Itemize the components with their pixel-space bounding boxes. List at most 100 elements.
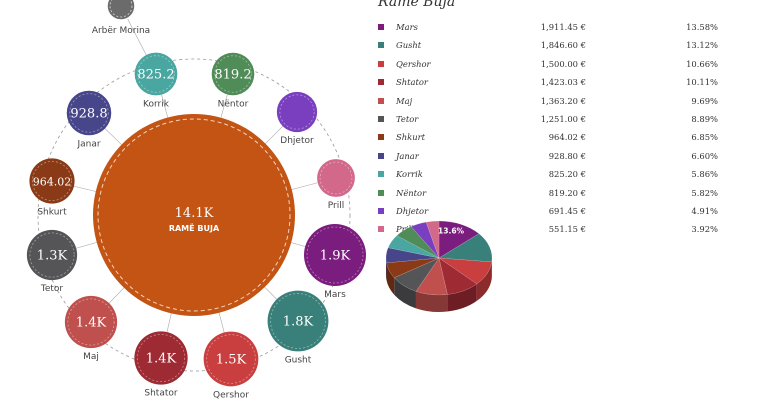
pie-slice-janar[interactable] [385, 247, 440, 264]
bubble-value-maj: 1.4K [76, 316, 107, 331]
pie-slice-qershor[interactable] [438, 257, 492, 285]
legend-swatch-cell [378, 128, 396, 146]
legend-row-janar[interactable]: Janar 928.80 € 6.60% [378, 147, 718, 165]
pie-slice-tetor[interactable] [393, 257, 440, 292]
legend-name-nentor: Nëntor [396, 187, 427, 198]
bubble-shkurt[interactable] [29, 158, 75, 204]
pie-side-shkurt [386, 262, 395, 295]
pie-slice-korrik[interactable] [387, 235, 440, 259]
pie-slice-shkurt[interactable] [386, 257, 440, 279]
legend-swatch-nentor [378, 189, 384, 196]
bubble-ring-mars [306, 226, 364, 284]
bubble-label-tetor: Tetor [40, 284, 64, 294]
center-bubble[interactable] [93, 114, 295, 316]
pie-slice-dhjetor[interactable] [410, 221, 440, 259]
legend-row-nentor[interactable]: Nëntor 819.20 € 5.82% [378, 184, 718, 202]
bubble-value-janar: 928.8 [70, 107, 107, 122]
legend-name-gusht: Gusht [396, 40, 422, 51]
legend-row-tetor[interactable]: Tetor 1,251.00 € 8.89% [378, 110, 718, 128]
bubble-label-korrik: Korrik [143, 99, 170, 109]
legend-swatch-korrik [378, 171, 384, 178]
pie-slice-nentor[interactable] [396, 226, 440, 259]
legend-swatch-cell [378, 220, 396, 238]
legend-row-korrik[interactable]: Korrik 825.20 € 5.86% [378, 165, 718, 183]
bubble-value-qershor: 1.5K [216, 353, 247, 368]
pie-slice-prill[interactable] [425, 220, 440, 259]
legend-row-maj[interactable]: Maj 1,363.20 € 9.69% [378, 92, 718, 110]
extra-node-ring [109, 0, 133, 18]
legend-row-shkurt[interactable]: Shkurt 964.02 € 6.85% [378, 128, 718, 146]
legend-name-janar: Janar [396, 150, 419, 161]
legend-value-shkurt: 964.02 € [548, 132, 586, 143]
legend-pct-gusht: 13.12% [686, 40, 718, 51]
pie-highlight-label: 13.6% [438, 226, 465, 235]
legend-swatch-cell [378, 73, 396, 91]
bubble-value-shtator: 1.4K [146, 352, 177, 367]
legend-value-korrik: 825.20 € [548, 169, 586, 180]
legend-swatch-cell [378, 55, 396, 73]
bubble-prill[interactable] [317, 159, 355, 197]
pie-slice-mars[interactable] [438, 220, 480, 259]
legend-pct-nentor: 5.82% [691, 187, 718, 198]
bubble-dhjetor[interactable] [276, 91, 318, 133]
legend-row-mars[interactable]: Mars 1,911.45 € 13.58% [378, 18, 718, 36]
legend-pct-dhjetor: 4.91% [691, 206, 718, 217]
legend-row-qershor[interactable]: Qershor 1,500.00 € 10.66% [378, 55, 718, 73]
pie-slice-gusht[interactable] [438, 233, 493, 263]
legend-swatch-qershor [378, 60, 384, 67]
bubble-label-dhjetor: Dhjetor [280, 136, 314, 146]
bubble-tetor[interactable] [26, 229, 78, 281]
bubble-label-maj: Maj [83, 352, 99, 362]
legend-swatch-tetor [378, 116, 384, 123]
bubble-value-mars: 1.9K [320, 249, 351, 264]
legend-pct-shkurt: 6.85% [691, 132, 718, 143]
legend-value-shtator: 1,423.03 € [540, 77, 586, 88]
legend-swatch-maj [378, 97, 384, 104]
legend-pct-mars: 13.58% [686, 22, 718, 32]
bubble-ring-tetor [29, 232, 75, 278]
pie-slice-maj[interactable] [415, 257, 448, 296]
legend-pct-tetor: 8.89% [691, 114, 718, 125]
bubble-nentor[interactable] [211, 52, 255, 96]
legend-pct-korrik: 5.86% [691, 169, 718, 180]
legend-row-shtator[interactable]: Shtator 1,423.03 € 10.11% [378, 73, 718, 91]
legend-pct-shtator: 10.11% [686, 77, 718, 88]
legend-name-shkurt: Shkurt [396, 132, 425, 143]
legend-swatch-cell [378, 165, 396, 183]
bubble-maj[interactable] [64, 295, 118, 349]
bubble-value-nentor: 819.2 [214, 68, 251, 83]
bubble-ring-gusht [270, 293, 326, 349]
bubble-chart: 14.1K RAMË BUJA Arbër Morina 1.9K Mars 1.8K Gu… [26, 0, 366, 400]
legend-name-shtator: Shtator [396, 77, 428, 88]
bubble-ring-janar [69, 93, 109, 133]
bubble-qershor[interactable] [203, 331, 259, 387]
bubble-value-korrik: 825.2 [137, 68, 174, 83]
legend-row-prill[interactable]: Prill 551.15 € 3.92% [378, 220, 718, 238]
legend-title: Ramë Buja [378, 0, 456, 10]
bubble-gusht[interactable] [267, 290, 329, 352]
pie-slice-shtator[interactable] [438, 257, 478, 295]
extra-node-label: Arbër Morina [92, 26, 150, 36]
legend-row-gusht[interactable]: Gusht 1,846.60 € 13.12% [378, 36, 718, 54]
legend-pct-maj: 9.69% [691, 95, 718, 106]
bubble-shtator[interactable] [134, 331, 188, 385]
center-bubble-name: RAMË BUJA [169, 223, 220, 233]
legend-swatch-cell [378, 18, 396, 36]
legend-table: Mars 1,911.45 € 13.58% Gusht 1,846.60 € 13.12… [378, 18, 718, 239]
bubble-korrik[interactable] [134, 52, 178, 96]
bubble-janar[interactable] [66, 90, 112, 136]
bubble-label-prill: Prill [328, 201, 344, 211]
bubble-value-shkurt: 964.02 [33, 176, 72, 189]
legend-value-dhjetor: 691.45 € [548, 206, 586, 217]
legend-swatch-gusht [378, 42, 384, 49]
legend-name-mars: Mars [396, 22, 418, 32]
bubble-mars[interactable] [304, 224, 366, 286]
legend-swatch-shtator [378, 79, 384, 86]
bubble-label-nentor: Nëntor [218, 99, 249, 109]
legend-name-korrik: Korrik [396, 169, 423, 180]
legend-row-dhjetor[interactable]: Dhjetor 691.45 € 4.91% [378, 202, 718, 220]
legend-name-dhjetor: Dhjetor [396, 206, 429, 217]
bubble-ring-dhjetor [279, 94, 315, 130]
bubble-ring-prill [319, 161, 353, 195]
legend-value-maj: 1,363.20 € [540, 95, 586, 106]
